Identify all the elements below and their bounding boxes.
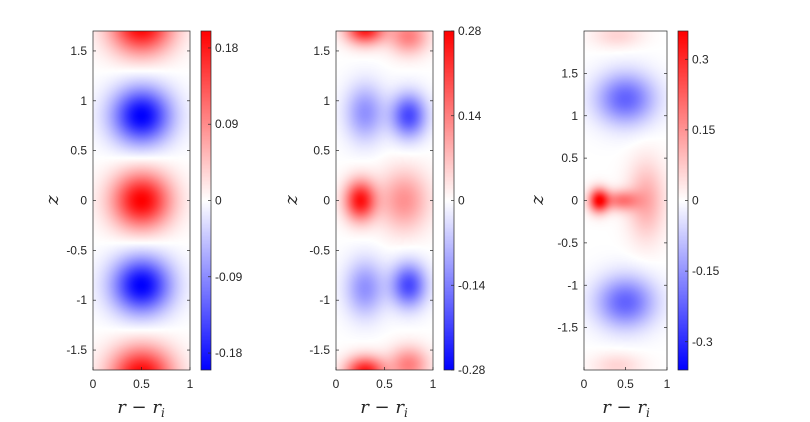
- y-ticks-3: -1.5 -1 -0.5 0 0.5 1 1.5: [557, 66, 667, 335]
- x-axis-label-3: r − ri: [602, 397, 650, 420]
- colorbar-2: [444, 31, 454, 370]
- y-tick-label: 1: [323, 94, 330, 108]
- colorbar-ticks-1: 0.18 0.09 0 -0.09 -0.18: [208, 41, 243, 360]
- x-tick-label: 0.5: [376, 377, 393, 391]
- y-tick-label: 0.5: [313, 144, 330, 158]
- colorbar-tick-label: 0: [215, 194, 222, 208]
- colorbar-tick-label: 0: [458, 194, 465, 208]
- colorbar-tick-label: 0.18: [215, 41, 239, 55]
- y-tick-label: 1.5: [561, 66, 578, 80]
- x-tick-label: 1: [187, 377, 194, 391]
- x-axis-label-subscript-3: i: [646, 406, 650, 420]
- colorbar-1: [201, 31, 211, 370]
- y-axis-label-3: z: [527, 195, 548, 206]
- colorbar-ticks-3: 0.3 0.15 0 -0.15 -0.3: [685, 52, 720, 349]
- colorbar-ticks-2: 0.28 0.14 0 -0.14 -0.28: [451, 24, 486, 377]
- y-tick-label: 1.5: [313, 44, 330, 58]
- colorbar-tick-label: 0.14: [458, 109, 482, 123]
- x-axis-label-2: r − ri: [360, 397, 408, 420]
- heatmap-image-2: [336, 31, 433, 370]
- colorbar-tick-label: -0.14: [458, 278, 486, 292]
- colorbar-tick-label: -0.15: [692, 264, 720, 278]
- colorbar-tick-label: -0.3: [692, 335, 713, 349]
- y-ticks-2: -1.5 -1 -0.5 0 0.5 1 1.5: [309, 44, 433, 357]
- y-tick-label: -1: [76, 293, 87, 307]
- y-tick-label: 0.5: [70, 144, 87, 158]
- svg-text:r − ri: r − ri: [602, 397, 650, 420]
- y-tick-label: 1: [571, 109, 578, 123]
- y-tick-label: 0.5: [561, 151, 578, 165]
- y-tick-label: 1: [80, 94, 87, 108]
- x-axis-label-text-3: r − r: [602, 397, 647, 418]
- y-tick-label: -1.5: [66, 343, 87, 357]
- colorbar-tick-label: -0.09: [215, 270, 243, 284]
- x-tick-label: 0: [333, 377, 340, 391]
- x-axis-label-subscript-2: i: [404, 406, 408, 420]
- x-tick-label: 1: [664, 377, 671, 391]
- panel-1: 0 0.5 1 -1.5-1-0.500.511.5 r − ri z 0.180.…: [42, 30, 243, 420]
- y-tick-label: 0: [80, 194, 87, 208]
- y-tick-label: -0.5: [309, 243, 330, 257]
- y-tick-label: -0.5: [66, 243, 87, 257]
- colorbar-tick-label: 0.28: [458, 24, 482, 38]
- y-ticks-1: -1.5 -1 -0.5 0 0.5 1 1.5: [66, 44, 190, 357]
- x-axis-label-subscript-1: i: [161, 406, 165, 420]
- svg-text:r − ri: r − ri: [117, 397, 165, 420]
- y-tick-label: -1: [319, 293, 330, 307]
- x-axis-label-text-1: r − r: [117, 397, 162, 418]
- y-axis-label-2: z: [281, 195, 302, 206]
- x-ticks-1: 0 0.5 1: [90, 367, 194, 391]
- heatmap-image-3: [584, 31, 667, 370]
- x-axis-label-1: r − ri: [117, 397, 165, 420]
- y-tick-label: 0: [323, 194, 330, 208]
- svg-text:r − ri: r − ri: [360, 397, 408, 420]
- y-tick-label: -1: [567, 278, 578, 292]
- colorbar-tick-label: 0: [692, 194, 699, 208]
- x-tick-label: 0.5: [133, 377, 150, 391]
- colorbar-tick-label: 0.15: [692, 123, 716, 137]
- x-ticks-2: 0 0.5 1: [333, 367, 437, 391]
- panel-3: 0 0.5 1 -1.5-1-0.500.511.5 r − ri z 0.30.1…: [527, 30, 720, 420]
- colorbar-tick-label: -0.18: [215, 346, 243, 360]
- panel-2: 0 0.5 1 -1.5-1-0.500.511.5 r − ri z 0.280.…: [281, 24, 486, 420]
- colorbar-tick-label: -0.28: [458, 363, 486, 377]
- y-tick-label: -1.5: [557, 321, 578, 335]
- x-axis-label-text-2: r − r: [360, 397, 405, 418]
- y-tick-label: -0.5: [557, 236, 578, 250]
- colorbar-3: [678, 31, 688, 370]
- y-tick-label: 0: [571, 194, 578, 208]
- x-tick-label: 1: [430, 377, 437, 391]
- colorbar-tick-label: 0.3: [692, 52, 709, 66]
- x-tick-label: 0: [581, 377, 588, 391]
- y-tick-label: -1.5: [309, 343, 330, 357]
- y-axis-label-1: z: [42, 195, 63, 206]
- x-tick-label: 0: [90, 377, 97, 391]
- heatmap-image-1: [93, 31, 190, 370]
- colorbar-tick-label: 0.09: [215, 117, 239, 131]
- y-tick-label: 1.5: [70, 44, 87, 58]
- x-tick-label: 0.5: [617, 377, 634, 391]
- x-ticks-3: 0 0.5 1: [581, 367, 671, 391]
